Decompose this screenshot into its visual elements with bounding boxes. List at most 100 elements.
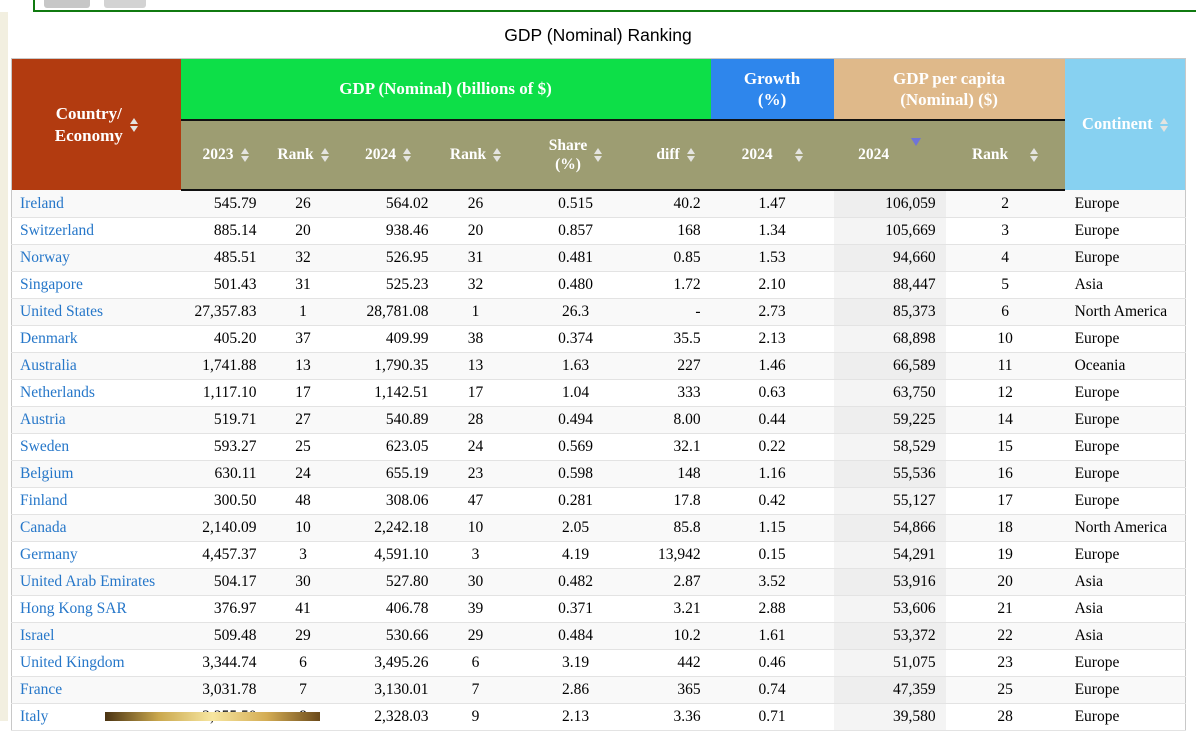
cell-gdp2024: 406.78 [335, 595, 441, 623]
cell-share: 26.3 [510, 298, 641, 326]
country-link[interactable]: Netherlands [11, 379, 181, 407]
cell-gdppc_rank: 10 [945, 325, 1065, 353]
cell-rank2024: 17 [440, 379, 511, 407]
subheader-share[interactable]: Share (%) [510, 120, 641, 191]
cell-share: 0.857 [510, 217, 641, 245]
cell-growth: 1.46 [710, 352, 834, 380]
cell-rank2023: 20 [270, 217, 336, 245]
country-link[interactable]: Singapore [11, 271, 181, 299]
cell-gdppc_rank: 28 [945, 703, 1065, 731]
cell-gdppc: 59,225 [833, 406, 946, 434]
cell-gdp2024: 2,328.03 [335, 703, 441, 731]
table-row: Austria 519.71 27 540.89 28 0.494 8.00 0.44 59,2… [11, 406, 1186, 434]
subheader-gdppc-2024[interactable]: 2024 [833, 120, 946, 191]
toolbar-button-fragment[interactable] [44, 0, 90, 8]
cell-rank2024: 47 [440, 487, 511, 515]
cell-gdppc_rank: 19 [945, 541, 1065, 569]
country-link[interactable]: United States [11, 298, 181, 326]
cell-diff: 3.21 [640, 595, 711, 623]
subheader-gdp-2024[interactable]: 2024 [335, 120, 441, 191]
country-link[interactable]: United Arab Emirates [11, 568, 181, 596]
country-link[interactable]: Hong Kong SAR [11, 595, 181, 623]
table-row: Denmark 405.20 37 409.99 38 0.374 35.5 2.13 68,8… [11, 325, 1186, 353]
country-link[interactable]: Canada [11, 514, 181, 542]
sort-arrows-icon [240, 148, 249, 162]
header-continent[interactable]: Continent [1064, 58, 1186, 190]
cell-growth: 0.74 [710, 676, 834, 704]
cell-gdppc_rank: 16 [945, 460, 1065, 488]
cell-rank2024: 32 [440, 271, 511, 299]
table-row: Belgium 630.11 24 655.19 23 0.598 148 1.16 55,53… [11, 460, 1186, 488]
toolbar-button-fragment[interactable] [104, 0, 146, 8]
cell-gdp2023: 2,140.09 [180, 514, 271, 542]
cell-share: 0.371 [510, 595, 641, 623]
cell-rank2024: 7 [440, 676, 511, 704]
country-link[interactable]: United Kingdom [11, 649, 181, 677]
cell-rank2023: 10 [270, 514, 336, 542]
subheader-label: Rank [449, 146, 487, 164]
ad-banner[interactable] [105, 712, 320, 721]
cell-gdppc_rank: 22 [945, 622, 1065, 650]
cell-rank2024: 10 [440, 514, 511, 542]
cell-diff: 333 [640, 379, 711, 407]
table-row: Norway 485.51 32 526.95 31 0.481 0.85 1.53 94,66… [11, 244, 1186, 272]
country-link[interactable]: Sweden [11, 433, 181, 461]
sort-arrows-icon [1159, 117, 1168, 132]
header-label: Continent [1082, 114, 1153, 134]
cell-continent: Europe [1064, 649, 1186, 677]
cell-continent: Europe [1064, 703, 1186, 731]
country-link[interactable]: France [11, 676, 181, 704]
country-link[interactable]: Ireland [11, 190, 181, 218]
cell-rank2023: 3 [270, 541, 336, 569]
country-link[interactable]: Australia [11, 352, 181, 380]
cell-rank2023: 30 [270, 568, 336, 596]
cell-growth: 0.15 [710, 541, 834, 569]
cell-gdppc: 106,059 [833, 190, 946, 218]
country-link[interactable]: Denmark [11, 325, 181, 353]
cell-gdp2024: 3,130.01 [335, 676, 441, 704]
cell-continent: Europe [1064, 541, 1186, 569]
cell-gdp2024: 2,242.18 [335, 514, 441, 542]
cell-growth: 0.22 [710, 433, 834, 461]
cell-rank2023: 29 [270, 622, 336, 650]
cell-gdp2023: 1,741.88 [180, 352, 271, 380]
cell-continent: North America [1064, 298, 1186, 326]
cell-gdp2024: 938.46 [335, 217, 441, 245]
cell-gdp2023: 27,357.83 [180, 298, 271, 326]
table-row: Netherlands 1,117.10 17 1,142.51 17 1.04 333 0.… [11, 379, 1186, 407]
cell-rank2023: 7 [270, 676, 336, 704]
country-link[interactable]: Israel [11, 622, 181, 650]
gdp-ranking-table: Country/ Economy GDP (Nominal) (billions… [11, 58, 1187, 731]
cell-share: 2.13 [510, 703, 641, 731]
cell-share: 4.19 [510, 541, 641, 569]
subheader-rank-2023[interactable]: Rank [270, 120, 336, 191]
country-link[interactable]: Austria [11, 406, 181, 434]
cell-gdppc: 85,373 [833, 298, 946, 326]
subheader-rank-2024[interactable]: Rank [440, 120, 511, 191]
cell-share: 0.484 [510, 622, 641, 650]
cell-growth: 0.42 [710, 487, 834, 515]
country-link[interactable]: Finland [11, 487, 181, 515]
cell-gdp2023: 519.71 [180, 406, 271, 434]
cell-rank2024: 1 [440, 298, 511, 326]
table-row: Sweden 593.27 25 623.05 24 0.569 32.1 0.22 58,52… [11, 433, 1186, 461]
cell-continent: North America [1064, 514, 1186, 542]
cell-gdp2023: 3,031.78 [180, 676, 271, 704]
table-row: Ireland 545.79 26 564.02 26 0.515 40.2 1.47 106,… [11, 190, 1186, 218]
cell-rank2024: 39 [440, 595, 511, 623]
header-country-economy[interactable]: Country/ Economy [11, 58, 181, 190]
sort-arrows-icon [794, 148, 803, 162]
country-link[interactable]: Switzerland [11, 217, 181, 245]
cell-continent: Europe [1064, 433, 1186, 461]
country-link[interactable]: Germany [11, 541, 181, 569]
subheader-gdppc-rank[interactable]: Rank [945, 120, 1065, 191]
subheader-diff[interactable]: diff [640, 120, 711, 191]
cell-rank2023: 17 [270, 379, 336, 407]
country-link[interactable]: Norway [11, 244, 181, 272]
subheader-growth-2024[interactable]: 2024 [710, 120, 834, 191]
cell-gdp2024: 527.80 [335, 568, 441, 596]
subheader-gdp-2023[interactable]: 2023 [180, 120, 271, 191]
cell-gdp2024: 1,142.51 [335, 379, 441, 407]
cell-rank2023: 48 [270, 487, 336, 515]
country-link[interactable]: Belgium [11, 460, 181, 488]
